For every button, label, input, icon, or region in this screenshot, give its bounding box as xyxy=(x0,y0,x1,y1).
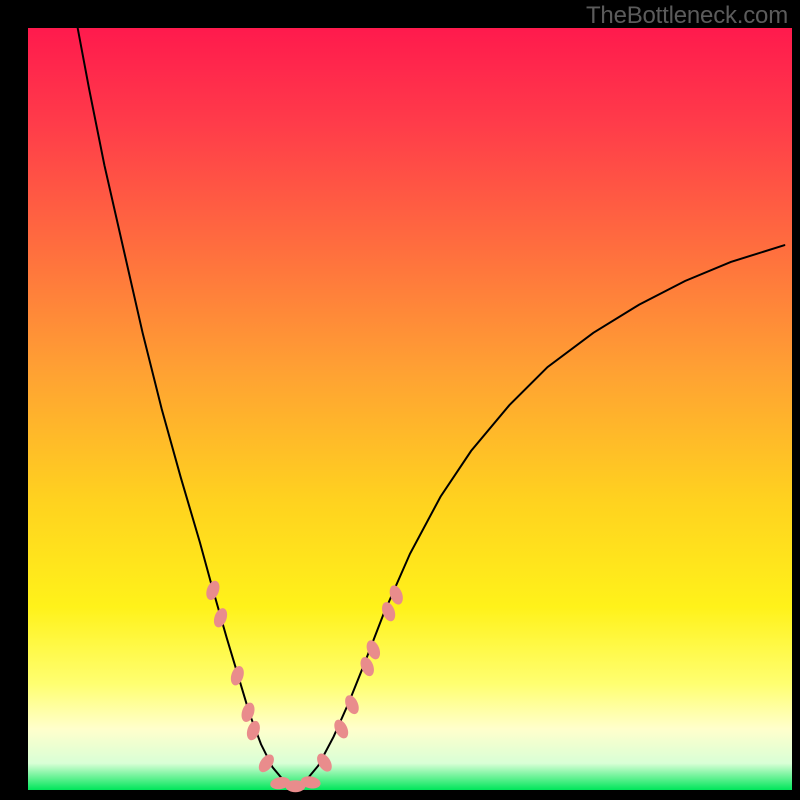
watermark-text: TheBottleneck.com xyxy=(586,2,788,30)
plot-background xyxy=(28,28,792,790)
plot-svg xyxy=(0,0,800,800)
chart-frame: TheBottleneck.com xyxy=(0,0,800,800)
